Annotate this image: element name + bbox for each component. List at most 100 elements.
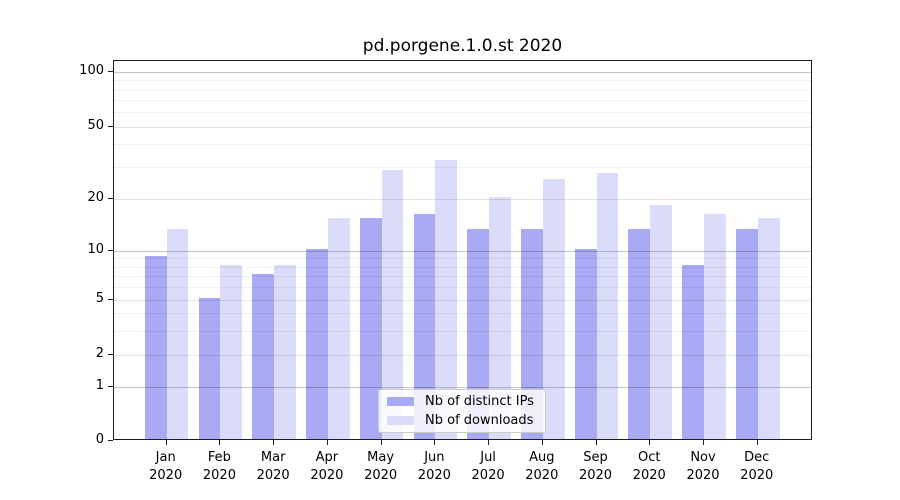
gridline-9: [114, 258, 811, 260]
y-tick-label-50: 50: [87, 118, 104, 133]
x-tick-month: Dec: [744, 450, 770, 465]
gridline-90: [114, 80, 811, 82]
bar-jul-downloads: [489, 196, 511, 439]
legend-swatch-downloads: [387, 416, 414, 425]
x-tick-mark-jun: [434, 440, 436, 445]
chart-title: pd.porgene.1.0.st 2020: [362, 36, 563, 56]
y-tick-mark-100: [108, 70, 113, 72]
bar-mar-downloads: [274, 264, 296, 439]
x-tick-label-apr: Apr 2020: [295, 449, 359, 485]
gridline-50: [114, 127, 811, 128]
gridline-8: [114, 266, 811, 268]
gridline-80: [114, 89, 811, 91]
y-tick-label-5: 5: [95, 291, 104, 306]
x-tick-year: 2020: [364, 468, 398, 483]
x-tick-mark-sep: [595, 440, 597, 445]
x-tick-label-may: May 2020: [349, 449, 413, 485]
bar-dec-distinct-ips: [735, 229, 758, 439]
gridline-5: [114, 300, 811, 301]
x-tick-label-dec: Dec 2020: [725, 449, 789, 485]
x-tick-month: Aug: [529, 450, 555, 465]
gridline-1: [114, 387, 811, 388]
gridline-4: [114, 313, 811, 315]
gridline-6: [114, 287, 811, 289]
bar-may-distinct-ips: [359, 218, 382, 439]
gridline-3: [114, 330, 811, 332]
gridline-70: [114, 100, 811, 102]
gridline-10: [114, 251, 811, 252]
bar-jan-distinct-ips: [144, 256, 167, 439]
legend: Nb of distinct IPs Nb of downloads: [378, 389, 546, 433]
x-tick-label-jun: Jun 2020: [402, 449, 466, 485]
x-tick-year: 2020: [202, 468, 236, 483]
y-tick-label-2: 2: [95, 346, 104, 361]
x-tick-label-jan: Jan 2020: [134, 449, 198, 485]
bar-jun-downloads: [435, 159, 458, 439]
bar-aug-downloads: [542, 179, 565, 439]
y-tick-mark-20: [108, 197, 113, 199]
gridline-2: [114, 355, 811, 356]
y-tick-label-1: 1: [95, 378, 104, 393]
legend-label-distinct-ips: Nb of distinct IPs: [425, 393, 534, 409]
x-tick-year: 2020: [632, 468, 666, 483]
x-tick-year: 2020: [471, 468, 505, 483]
x-tick-label-jul: Jul 2020: [456, 449, 520, 485]
y-tick-mark-2: [108, 354, 113, 355]
x-tick-mark-may: [380, 440, 382, 445]
x-tick-month: Feb: [207, 450, 231, 465]
x-tick-year: 2020: [256, 468, 290, 483]
x-tick-label-nov: Nov 2020: [671, 449, 735, 485]
x-tick-year: 2020: [525, 468, 559, 483]
x-tick-year: 2020: [578, 468, 613, 483]
x-tick-label-feb: Feb 2020: [187, 449, 251, 485]
bar-oct-distinct-ips: [628, 229, 651, 439]
y-tick-label-100: 100: [79, 62, 104, 78]
x-tick-month: Oct: [638, 450, 661, 465]
gridline-7: [114, 276, 811, 278]
x-tick-mark-nov: [703, 440, 704, 445]
x-tick-mark-apr: [326, 440, 328, 445]
y-tick-label-20: 20: [87, 189, 104, 205]
x-tick-label-oct: Oct 2020: [617, 449, 681, 485]
y-tick-label-0: 0: [95, 432, 104, 447]
y-tick-mark-0: [108, 440, 113, 441]
x-tick-month: Jul: [480, 450, 496, 465]
bar-feb-downloads: [220, 264, 243, 439]
x-tick-year: 2020: [310, 468, 344, 483]
y-tick-label-10: 10: [87, 242, 104, 257]
x-tick-mark-jan: [165, 440, 167, 445]
bar-sep-distinct-ips: [574, 249, 597, 439]
bar-apr-downloads: [327, 218, 350, 439]
bar-sep-downloads: [596, 173, 619, 439]
bar-aug-distinct-ips: [521, 229, 543, 439]
bar-jan-downloads: [166, 229, 189, 439]
y-tick-mark-10: [108, 250, 113, 251]
gridline-60: [114, 112, 811, 114]
x-tick-month: Mar: [260, 450, 286, 465]
x-tick-month: Apr: [315, 450, 339, 465]
y-tick-mark-5: [108, 299, 113, 300]
bar-may-downloads: [381, 170, 404, 439]
x-tick-year: 2020: [417, 468, 451, 483]
gridline-100: [114, 71, 811, 73]
x-tick-month: Jan: [155, 450, 176, 465]
legend-item-distinct-ips: Nb of distinct IPs: [387, 394, 537, 410]
gridlines-layer: [114, 61, 811, 439]
x-tick-mark-oct: [649, 440, 651, 445]
x-tick-month: Sep: [583, 450, 608, 465]
x-tick-label-mar: Mar 2020: [241, 449, 305, 485]
plot-area: [113, 60, 812, 440]
legend-swatch-distinct-ips: [387, 397, 414, 406]
x-tick-label-aug: Aug 2020: [510, 449, 574, 485]
bar-apr-distinct-ips: [306, 249, 328, 439]
x-tick-year: 2020: [149, 468, 183, 483]
x-tick-year: 2020: [686, 468, 720, 483]
bar-jun-distinct-ips: [413, 213, 436, 439]
x-tick-mark-dec: [756, 440, 758, 445]
x-tick-mark-mar: [273, 440, 275, 445]
x-tick-mark-jul: [488, 440, 490, 445]
x-tick-month: May: [367, 450, 395, 465]
x-tick-month: Jun: [424, 450, 445, 465]
x-tick-mark-aug: [541, 440, 543, 445]
